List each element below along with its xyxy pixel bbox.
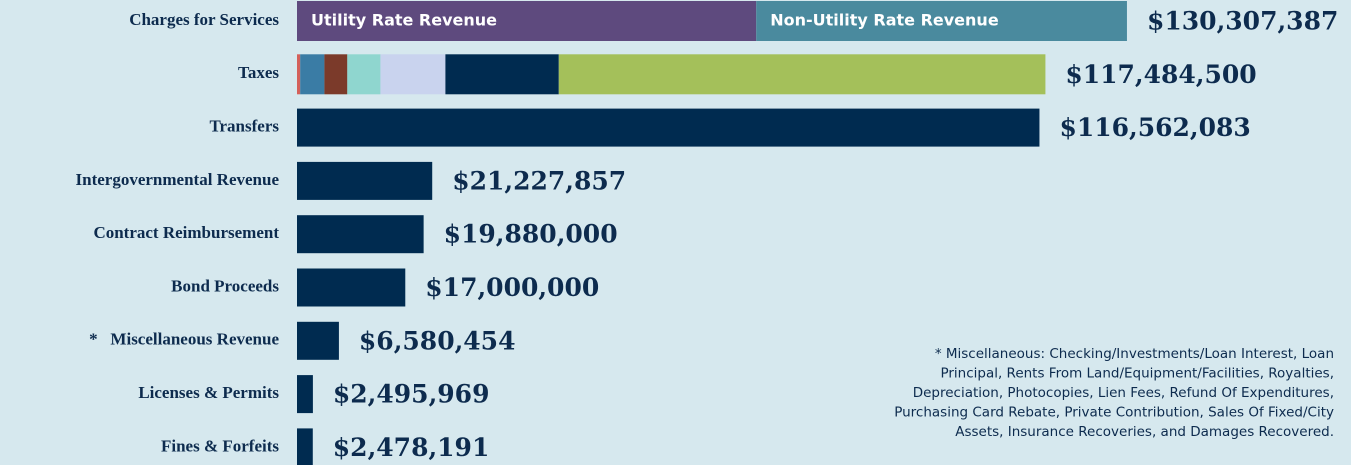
bar-segment [380, 54, 446, 95]
bar-segment [756, 1, 1127, 41]
value-label: $130,307,387 [1147, 7, 1338, 36]
bar-segment [297, 54, 301, 95]
bar-segment [558, 54, 1046, 95]
category-label: Transfers [209, 117, 279, 136]
category-label: Licenses & Permits [138, 383, 279, 402]
bar [297, 375, 313, 414]
footnote: Principal, Rents From Land/Equipment/Fac… [940, 366, 1334, 382]
footnote: Assets, Insurance Recoveries, and Damage… [955, 424, 1334, 440]
value-label: $2,495,969 [333, 380, 490, 409]
value-label: $19,880,000 [444, 220, 618, 249]
value-label: $2,478,191 [333, 433, 490, 462]
category-label: Fines & Forfeits [161, 436, 279, 455]
bar [297, 268, 406, 307]
footnote: * Miscellaneous: Checking/Investments/Lo… [935, 346, 1334, 362]
value-label: $117,484,500 [1065, 60, 1256, 89]
bar-segment [300, 54, 325, 95]
bar [297, 321, 339, 360]
bar [297, 161, 433, 200]
value-label: $6,580,454 [359, 326, 516, 355]
bar-segment [347, 54, 381, 95]
category-label: Charges for Services [129, 10, 279, 29]
bar-segment [445, 54, 559, 95]
bar [297, 108, 1040, 147]
category-label: Taxes [238, 63, 279, 82]
value-label: $21,227,857 [452, 166, 626, 195]
value-label: $17,000,000 [425, 273, 599, 302]
segment-label: Non-Utility Rate Revenue [770, 11, 999, 30]
value-label: $116,562,083 [1059, 113, 1250, 142]
bar [297, 215, 424, 254]
category-label: Bond Proceeds [171, 276, 279, 295]
footnote: Depreciation, Photocopies, Lien Fees, Re… [913, 385, 1334, 401]
bar [297, 428, 313, 465]
bar-segment [324, 54, 348, 95]
bar-segment [297, 1, 757, 41]
segment-label: Utility Rate Revenue [311, 11, 497, 30]
category-label: Intergovernmental Revenue [76, 170, 280, 189]
category-label: Contract Reimbursement [93, 223, 279, 242]
category-label: * Miscellaneous Revenue [89, 330, 279, 349]
footnote: Purchasing Card Rebate, Private Contribu… [894, 405, 1334, 421]
